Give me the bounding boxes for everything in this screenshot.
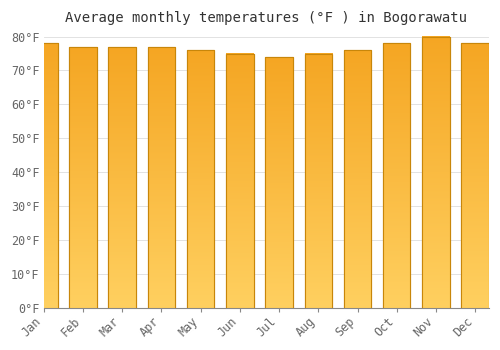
Bar	[383, 43, 410, 308]
Bar	[344, 50, 371, 308]
Bar	[148, 47, 175, 308]
Bar	[226, 54, 254, 308]
Bar	[304, 54, 332, 308]
Bar	[266, 57, 293, 308]
Bar	[344, 50, 371, 308]
Bar	[187, 50, 214, 308]
Bar	[187, 50, 214, 308]
Bar	[226, 54, 254, 308]
Bar	[108, 47, 136, 308]
Bar	[422, 37, 450, 308]
Bar	[462, 43, 489, 308]
Bar	[304, 54, 332, 308]
Title: Average monthly temperatures (°F ) in Bogorawatu: Average monthly temperatures (°F ) in Bo…	[66, 11, 468, 25]
Bar	[148, 47, 175, 308]
Bar	[462, 43, 489, 308]
Bar	[30, 43, 58, 308]
Bar	[70, 47, 96, 308]
Bar	[70, 47, 96, 308]
Bar	[108, 47, 136, 308]
Bar	[422, 37, 450, 308]
Bar	[383, 43, 410, 308]
Bar	[30, 43, 58, 308]
Bar	[266, 57, 293, 308]
